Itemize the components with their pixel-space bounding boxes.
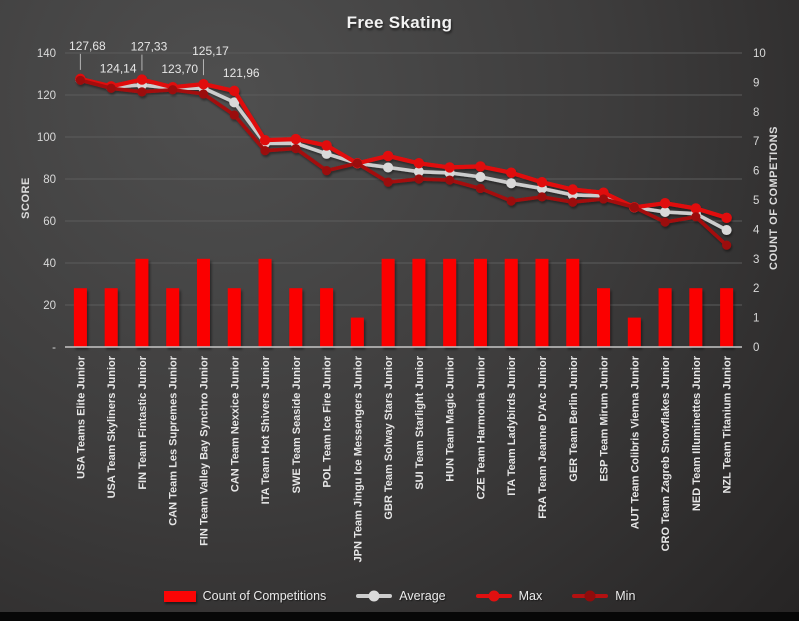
svg-text:HUN Team Magic Junior: HUN Team Magic Junior [445,355,457,481]
svg-text:80: 80 [43,174,56,186]
svg-text:123,70: 123,70 [161,62,198,76]
data-labels: 127,68 124,14 127,33 123,70 125,17 121,96 [69,39,260,80]
svg-text:10: 10 [753,48,766,60]
svg-text:SWE Team Seaside Junior: SWE Team Seaside Junior [291,355,303,493]
legend-item-max: Max [475,589,543,603]
svg-text:USA Team Skyliners Junior: USA Team Skyliners Junior [106,355,118,498]
svg-text:5: 5 [753,195,759,207]
bar-swatch-icon [163,590,196,602]
axis-tick-labels: - 20 40 60 80 100 120 140 0 1 2 3 4 5 6 7 8 9 10 [37,48,766,354]
svg-text:ITA Team Ladybirds Junior: ITA Team Ladybirds Junior [506,355,518,495]
svg-text:140: 140 [37,48,56,60]
svg-text:7: 7 [753,136,759,148]
svg-text:127,68: 127,68 [69,39,106,53]
svg-text:121,96: 121,96 [223,66,260,80]
chart-title: Free Skating [346,13,453,32]
svg-text:9: 9 [753,77,759,89]
legend-label-count: Count of Competitions [202,589,327,603]
svg-text:60: 60 [43,216,56,228]
svg-text:120: 120 [37,90,56,102]
svg-text:SUI Team Starlight Junior: SUI Team Starlight Junior [414,355,426,489]
svg-text:JPN Team Jingu Ice Messengers: JPN Team Jingu Ice Messengers Junior [352,355,364,562]
min-line-swatch-icon [572,590,609,602]
svg-text:1: 1 [753,313,759,325]
svg-text:ITA Team Hot Shivers Junior: ITA Team Hot Shivers Junior [260,355,272,504]
svg-text:CAN Team Nexxice Junior: CAN Team Nexxice Junior [229,355,241,492]
plot-area: - 20 40 60 80 100 120 140 0 1 2 3 4 5 6 7 8 9 10 USA Teams… [37,39,766,563]
legend-label-average: Average [399,589,446,603]
line-series [75,73,732,250]
svg-text:AUT Team Colibris Vienna Junio: AUT Team Colibris Vienna Junior [629,355,641,529]
svg-text:8: 8 [753,107,759,119]
svg-text:-: - [52,342,56,354]
svg-text:POL Team Ice Fire Junior: POL Team Ice Fire Junior [322,355,334,487]
svg-text:GBR Team Solway Stars Junior: GBR Team Solway Stars Junior [383,355,395,519]
bar-series [73,258,734,347]
legend-item-average: Average [356,589,446,603]
svg-text:CRO Team Zagreb Snowflakes Jun: CRO Team Zagreb Snowflakes Junior [660,355,672,551]
svg-text:FRA Team Jeanne D'Arc Junior: FRA Team Jeanne D'Arc Junior [537,355,549,518]
svg-text:6: 6 [753,166,759,178]
svg-text:100: 100 [37,132,56,144]
svg-text:124,14: 124,14 [100,61,137,75]
svg-text:3: 3 [753,254,759,266]
svg-text:127,33: 127,33 [131,40,168,54]
svg-text:CAN Team Les Supremes Junior: CAN Team Les Supremes Junior [168,355,180,525]
svg-text:FIN Team Valley Bay Synchro Ju: FIN Team Valley Bay Synchro Junior [198,355,210,546]
category-labels: USA Teams Elite Junior USA Team Skyliners… [75,355,733,562]
bottom-border [0,612,799,621]
svg-text:NZL Team Titanium Junior: NZL Team Titanium Junior [722,355,734,493]
svg-text:125,17: 125,17 [192,44,229,58]
svg-text:40: 40 [43,258,56,270]
svg-text:0: 0 [753,342,759,354]
legend-item-min: Min [572,589,635,603]
svg-text:NED Team Illuminettes Junior: NED Team Illuminettes Junior [691,355,703,511]
svg-text:USA Teams Elite Junior: USA Teams Elite Junior [75,355,87,479]
svg-text:20: 20 [43,300,56,312]
legend-item-count-of-competitions: Count of Competitions [163,589,327,603]
svg-text:FIN Team Fintastic Junior: FIN Team Fintastic Junior [137,355,149,489]
legend: Count of Competitions Average Max Min [0,585,799,607]
svg-text:GER Team Berlin Junior: GER Team Berlin Junior [568,355,580,481]
legend-label-min: Min [615,589,636,603]
max-line-swatch-icon [475,590,512,602]
svg-text:2: 2 [753,283,759,295]
svg-text:ESP Team Mirum Junior: ESP Team Mirum Junior [599,355,611,481]
svg-text:4: 4 [753,224,760,236]
average-line-swatch-icon [356,590,393,602]
svg-text:CZE Team Harmonia Junior: CZE Team Harmonia Junior [475,355,487,499]
legend-label-max: Max [518,589,543,603]
